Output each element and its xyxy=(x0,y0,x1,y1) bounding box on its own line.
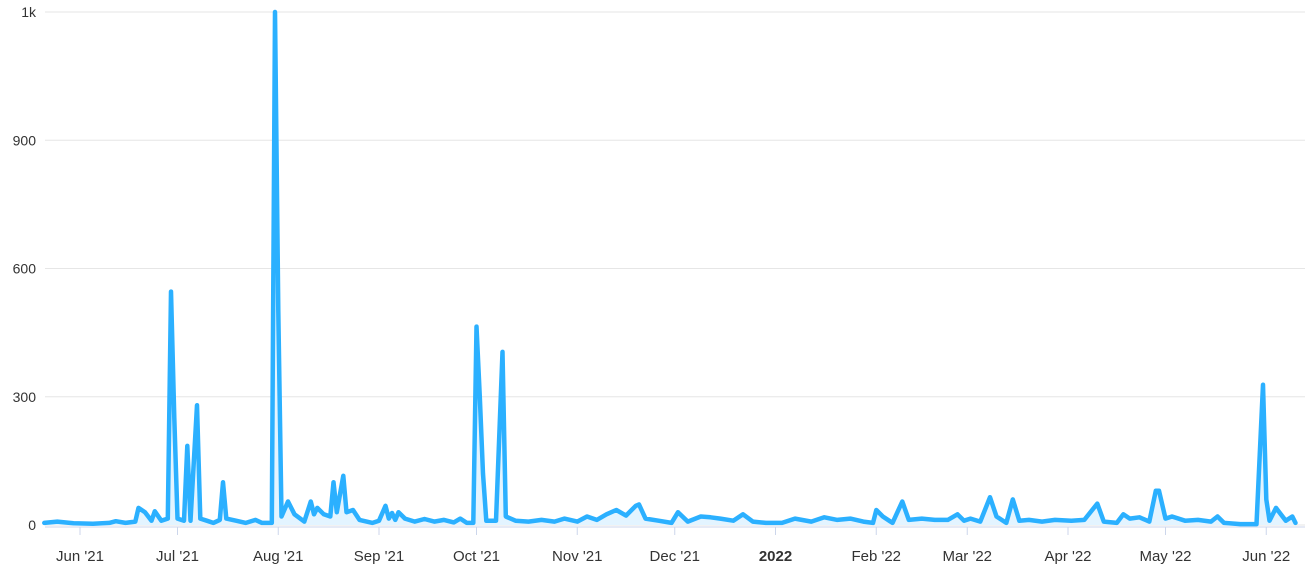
x-tick-label: Jul '21 xyxy=(156,548,199,565)
x-tick-label: 2022 xyxy=(759,548,792,565)
x-tick-label: Oct '21 xyxy=(453,548,500,565)
x-tick-label: Jun '21 xyxy=(56,548,104,565)
x-tick-label: Dec '21 xyxy=(650,548,700,565)
x-tick-label: May '22 xyxy=(1139,548,1191,565)
x-tick-label: Feb '22 xyxy=(851,548,901,565)
x-tick-label: Sep '21 xyxy=(354,548,404,565)
x-axis-ticks: Jun '21 Jul '21 Aug '21 Sep '21 Oct '21 Nov '… xyxy=(56,527,1290,565)
gridlines xyxy=(45,11,1305,526)
y-tick-label: 900 xyxy=(13,132,37,148)
series-line xyxy=(42,9,1298,527)
y-tick-label: 1k xyxy=(21,4,37,20)
y-tick-label: 0 xyxy=(28,517,36,533)
x-tick-label: Nov '21 xyxy=(552,548,602,565)
x-tick-label: Aug '21 xyxy=(253,548,303,565)
x-tick-label: Jun '22 xyxy=(1242,548,1290,565)
y-tick-label: 600 xyxy=(13,261,37,277)
x-tick-label: Apr '22 xyxy=(1044,548,1091,565)
y-tick-label: 300 xyxy=(13,389,37,405)
x-tick-label: Mar '22 xyxy=(942,548,992,565)
y-axis-labels: 0 300 600 900 1k xyxy=(13,4,37,533)
